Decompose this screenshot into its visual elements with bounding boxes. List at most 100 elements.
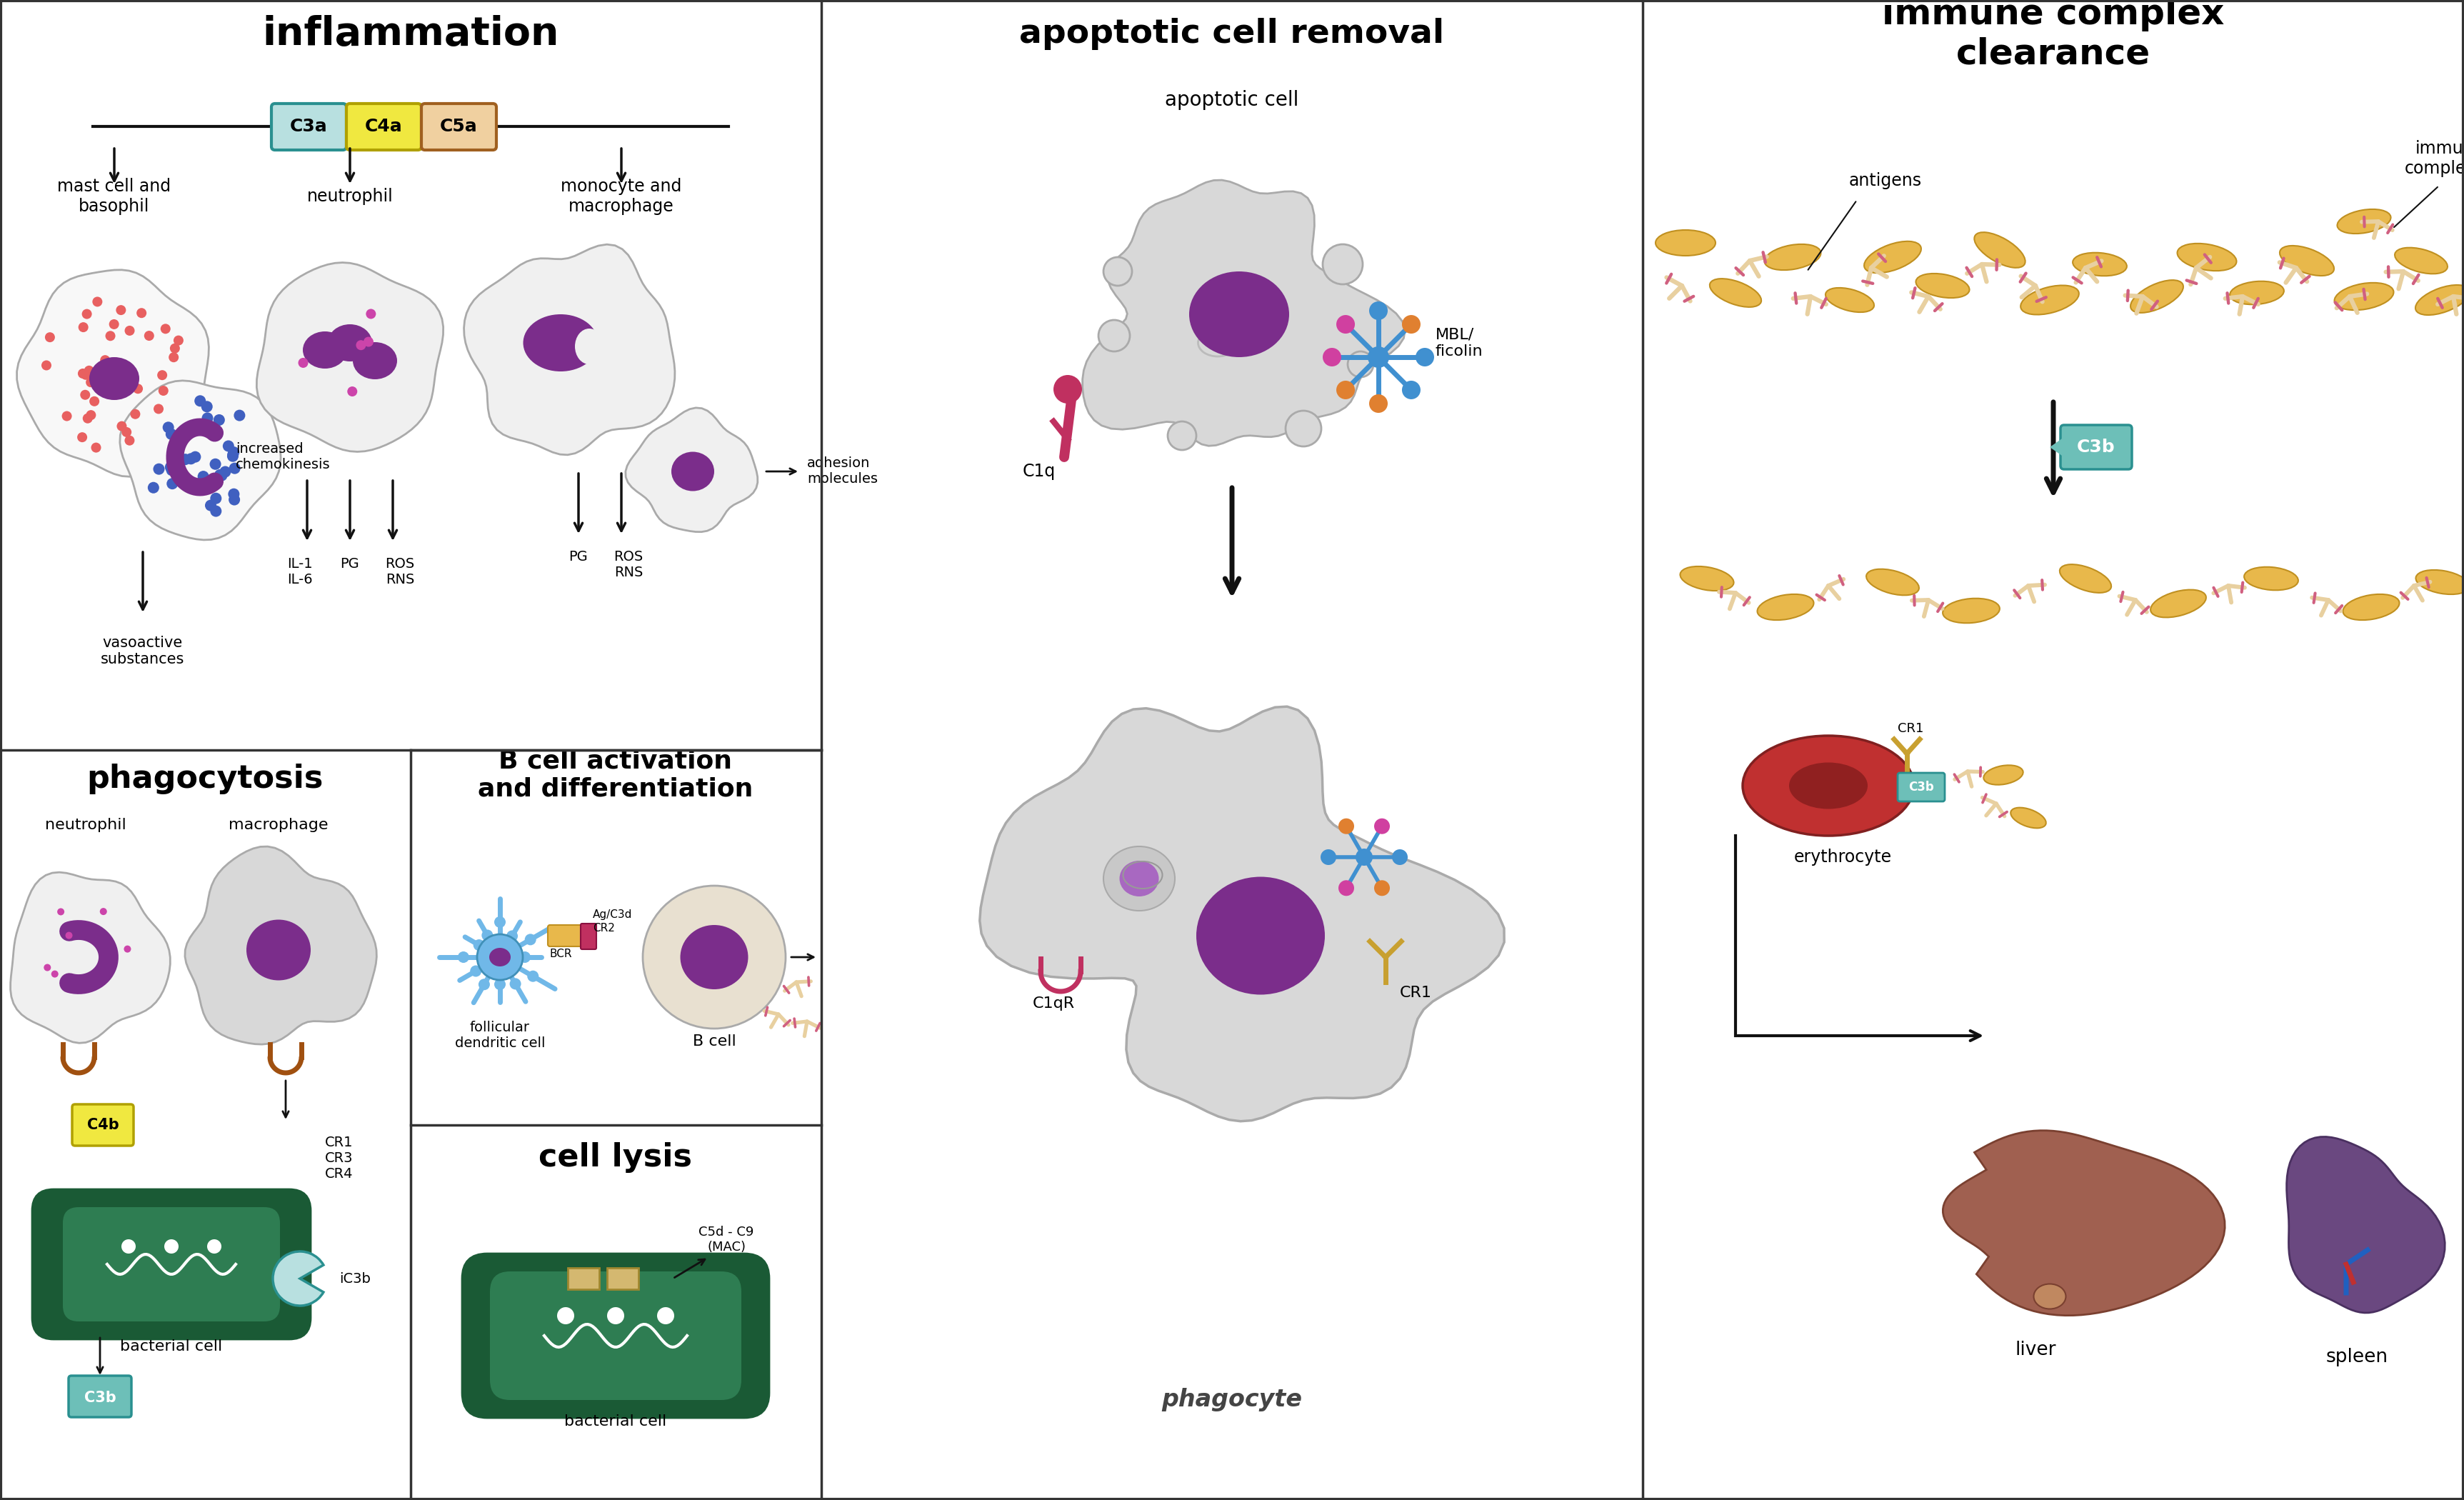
Circle shape [222, 441, 234, 452]
Ellipse shape [1190, 272, 1289, 357]
Circle shape [495, 978, 505, 990]
Circle shape [84, 414, 94, 423]
Circle shape [557, 1306, 574, 1324]
Bar [567, 1268, 599, 1290]
Circle shape [480, 930, 493, 940]
Text: liver: liver [2016, 1341, 2055, 1359]
Circle shape [234, 410, 246, 422]
Ellipse shape [1119, 861, 1158, 897]
Circle shape [168, 352, 180, 363]
Circle shape [81, 390, 91, 401]
FancyBboxPatch shape [2060, 424, 2131, 470]
Ellipse shape [2245, 567, 2299, 590]
Ellipse shape [2279, 246, 2333, 276]
Ellipse shape [246, 920, 310, 981]
Bar [606, 1268, 638, 1290]
Circle shape [347, 387, 357, 396]
Circle shape [160, 324, 170, 334]
Circle shape [163, 422, 175, 433]
Ellipse shape [1917, 273, 1969, 299]
Circle shape [367, 309, 377, 320]
Circle shape [355, 340, 367, 350]
Ellipse shape [2072, 252, 2126, 276]
Circle shape [478, 978, 490, 990]
Ellipse shape [680, 926, 749, 990]
FancyBboxPatch shape [32, 1190, 310, 1340]
Circle shape [217, 470, 227, 482]
Polygon shape [981, 706, 1503, 1120]
Ellipse shape [352, 342, 397, 380]
Circle shape [123, 945, 131, 952]
Polygon shape [185, 846, 377, 1044]
FancyBboxPatch shape [1897, 772, 1944, 801]
Circle shape [185, 453, 197, 465]
Circle shape [52, 970, 59, 978]
Circle shape [180, 453, 192, 465]
Circle shape [172, 453, 185, 464]
FancyBboxPatch shape [547, 926, 582, 947]
Circle shape [643, 885, 786, 1029]
Circle shape [525, 934, 537, 945]
Text: C5a: C5a [439, 118, 478, 135]
Circle shape [121, 1239, 136, 1254]
Polygon shape [10, 873, 170, 1042]
Text: phagocyte: phagocyte [1161, 1388, 1303, 1412]
Circle shape [510, 978, 520, 990]
Circle shape [121, 428, 131, 436]
Circle shape [57, 908, 64, 915]
Ellipse shape [1984, 765, 2023, 784]
Circle shape [91, 442, 101, 453]
Circle shape [1338, 880, 1355, 895]
Circle shape [143, 332, 155, 341]
Circle shape [1323, 244, 1363, 285]
Circle shape [91, 297, 103, 306]
Circle shape [118, 378, 128, 387]
Ellipse shape [1656, 230, 1715, 255]
Circle shape [229, 462, 241, 474]
Ellipse shape [1826, 288, 1875, 312]
Text: C4a: C4a [365, 118, 402, 135]
Ellipse shape [2020, 285, 2080, 315]
Ellipse shape [1865, 568, 1919, 596]
Text: macrophage: macrophage [229, 818, 328, 832]
Ellipse shape [1942, 599, 2001, 622]
Circle shape [86, 410, 96, 420]
FancyBboxPatch shape [582, 924, 596, 950]
Text: erythrocyte: erythrocyte [1794, 849, 1892, 865]
Circle shape [1370, 395, 1387, 413]
Polygon shape [2287, 1137, 2444, 1312]
Circle shape [1338, 819, 1355, 834]
Circle shape [1055, 375, 1082, 404]
FancyBboxPatch shape [64, 1208, 281, 1322]
Polygon shape [463, 244, 675, 454]
Circle shape [116, 304, 126, 315]
Circle shape [1321, 849, 1335, 865]
Text: increased
chemokinesis: increased chemokinesis [237, 442, 330, 472]
FancyBboxPatch shape [490, 1272, 742, 1400]
Text: CR2: CR2 [594, 922, 616, 934]
Text: bacterial cell: bacterial cell [121, 1340, 222, 1353]
FancyBboxPatch shape [69, 1376, 131, 1417]
Circle shape [190, 452, 202, 462]
Ellipse shape [89, 357, 140, 401]
Ellipse shape [2131, 280, 2183, 314]
Circle shape [170, 344, 180, 354]
Circle shape [1402, 381, 1422, 399]
Circle shape [165, 462, 177, 472]
Circle shape [165, 1239, 177, 1254]
Circle shape [1348, 351, 1372, 376]
Text: follicular
dendritic cell: follicular dendritic cell [456, 1022, 545, 1050]
Circle shape [42, 360, 52, 371]
Circle shape [1368, 346, 1390, 368]
Ellipse shape [2178, 243, 2237, 272]
Polygon shape [626, 408, 756, 532]
FancyBboxPatch shape [347, 104, 421, 150]
Circle shape [508, 930, 517, 942]
Text: inflammation: inflammation [261, 15, 559, 54]
Text: PG: PG [340, 556, 360, 570]
Text: phagocytosis: phagocytosis [86, 764, 323, 794]
Circle shape [520, 951, 530, 963]
Ellipse shape [2230, 280, 2284, 304]
Circle shape [101, 908, 106, 915]
Text: cell lysis: cell lysis [540, 1142, 692, 1173]
